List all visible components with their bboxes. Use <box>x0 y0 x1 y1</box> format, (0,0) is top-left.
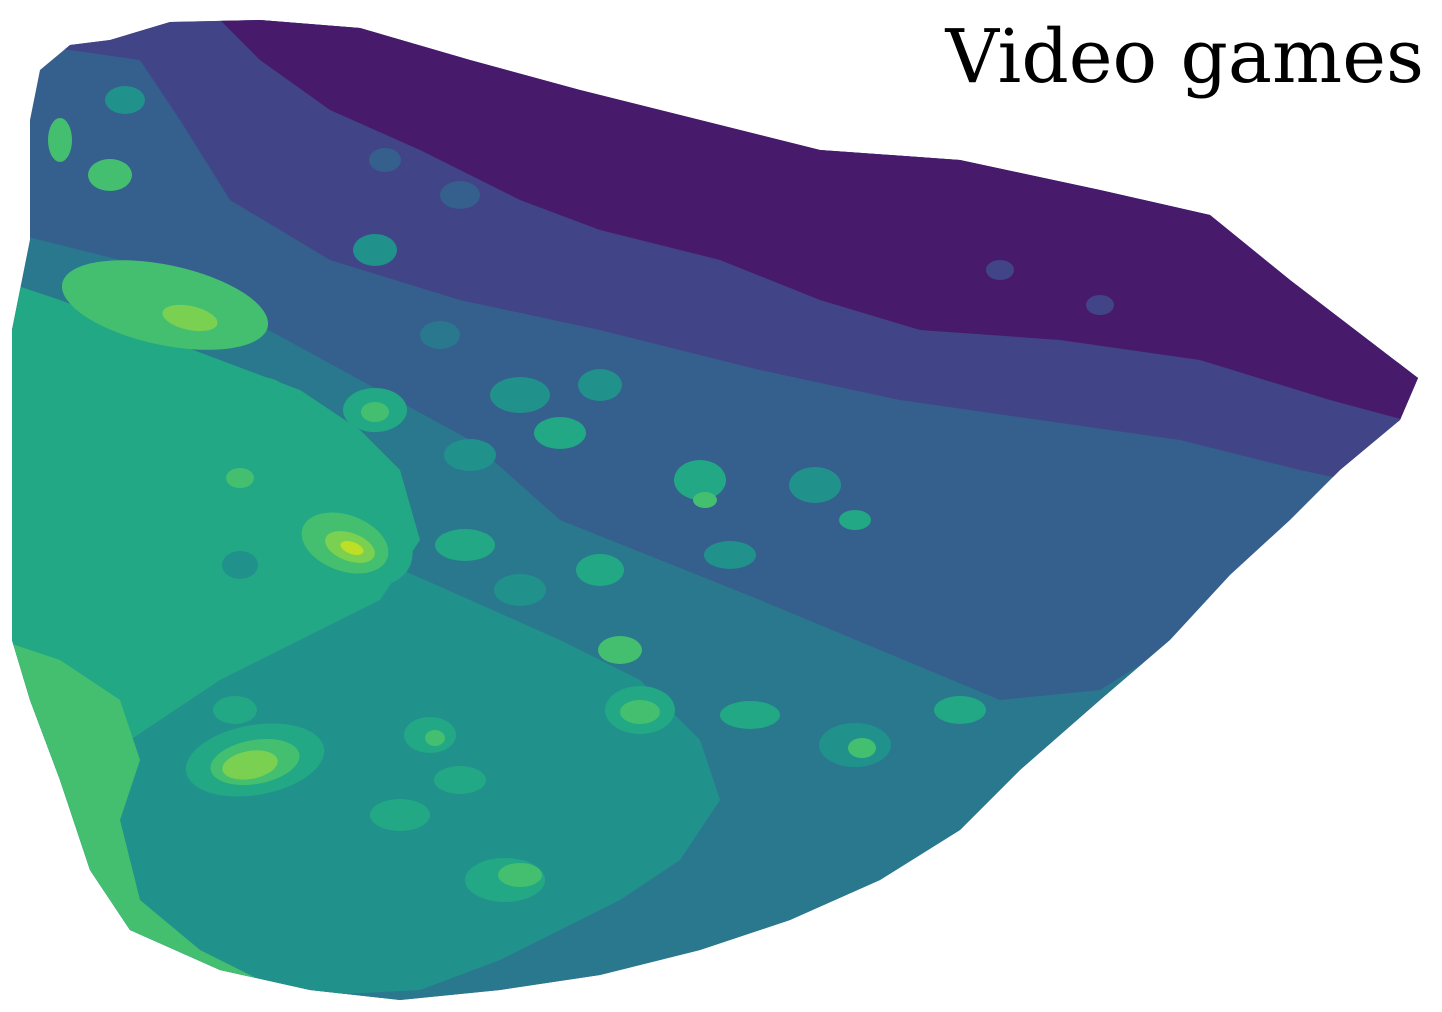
contour-spot-9 <box>598 636 642 664</box>
peak-lower-left-core <box>222 750 278 780</box>
contour-spot-31 <box>353 234 397 266</box>
contour-spot-7 <box>534 417 586 449</box>
contour-spot-4 <box>226 468 254 488</box>
contour-spot-14 <box>693 492 717 508</box>
contour-spot-2 <box>361 402 389 422</box>
contour-spot-38 <box>213 696 257 724</box>
contour-spot-15 <box>490 377 550 413</box>
contour-spot-22 <box>425 730 445 746</box>
chart-title: Video games <box>945 14 1424 100</box>
ridge-upper-left-small <box>88 159 132 191</box>
contour-spot-24 <box>434 766 486 794</box>
contour-spot-23 <box>370 799 430 831</box>
contour-spot-29 <box>934 696 986 724</box>
contour-spot-40 <box>986 260 1014 280</box>
contour-band-5 <box>12 280 420 820</box>
contour-spot-25 <box>479 686 531 714</box>
contour-spot-5 <box>232 377 288 413</box>
ridge-upper-left-core <box>162 304 218 332</box>
contour-spot-19 <box>848 738 876 758</box>
peak-main-core <box>340 541 364 555</box>
contour-spot-17 <box>789 467 841 503</box>
contour-spot-6 <box>435 529 495 561</box>
contour-spot-33 <box>420 321 460 349</box>
contour-spot-30 <box>105 86 145 114</box>
ridge-left-edge <box>48 118 72 162</box>
contour-spot-8 <box>576 554 624 586</box>
contour-spot-37 <box>222 551 258 579</box>
contour-spot-12 <box>494 574 546 606</box>
ridge-upper-left <box>61 260 269 350</box>
contour-spot-16 <box>444 439 496 471</box>
contour-spot-36 <box>839 510 871 530</box>
contour-spot-20 <box>720 701 780 729</box>
contour-spot-27 <box>498 863 542 887</box>
contour-spot-13 <box>674 460 726 500</box>
contour-spot-11 <box>620 700 660 724</box>
contour-spot-39 <box>1086 295 1114 315</box>
contour-spot-34 <box>440 181 480 209</box>
contour-spot-35 <box>369 148 401 172</box>
contour-spot-32 <box>578 369 622 401</box>
contour-spot-28 <box>704 541 756 569</box>
